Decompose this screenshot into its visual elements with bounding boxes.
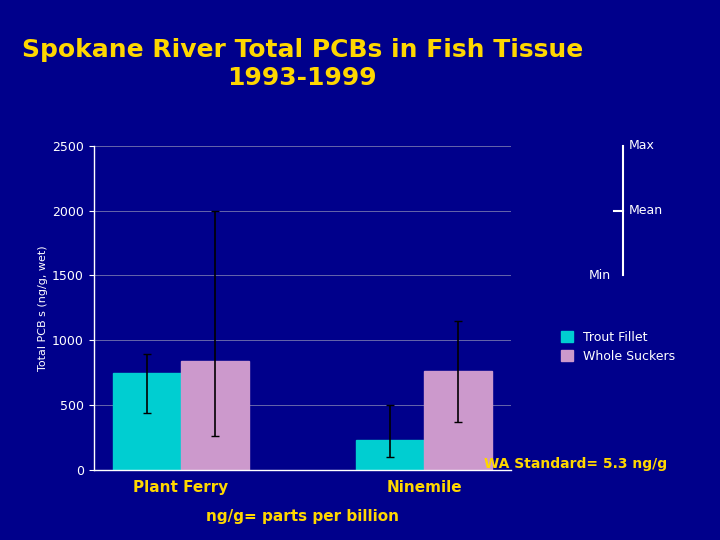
Text: Min: Min	[588, 269, 611, 282]
Legend: Trout Fillet, Whole Suckers: Trout Fillet, Whole Suckers	[556, 326, 680, 368]
Y-axis label: Total PCB s (ng/g, wet): Total PCB s (ng/g, wet)	[38, 245, 48, 370]
Bar	[356, 440, 424, 470]
Text: Mean: Mean	[629, 204, 662, 217]
Text: Max: Max	[629, 139, 654, 152]
Text: WA Standard= 5.3 ng/g: WA Standard= 5.3 ng/g	[485, 457, 667, 471]
Text: Spokane River Total PCBs in Fish Tissue
1993-1999: Spokane River Total PCBs in Fish Tissue …	[22, 38, 583, 90]
Bar	[112, 373, 181, 470]
Text: ng/g= parts per billion: ng/g= parts per billion	[206, 509, 399, 524]
Bar	[181, 361, 249, 470]
Bar	[424, 372, 492, 470]
